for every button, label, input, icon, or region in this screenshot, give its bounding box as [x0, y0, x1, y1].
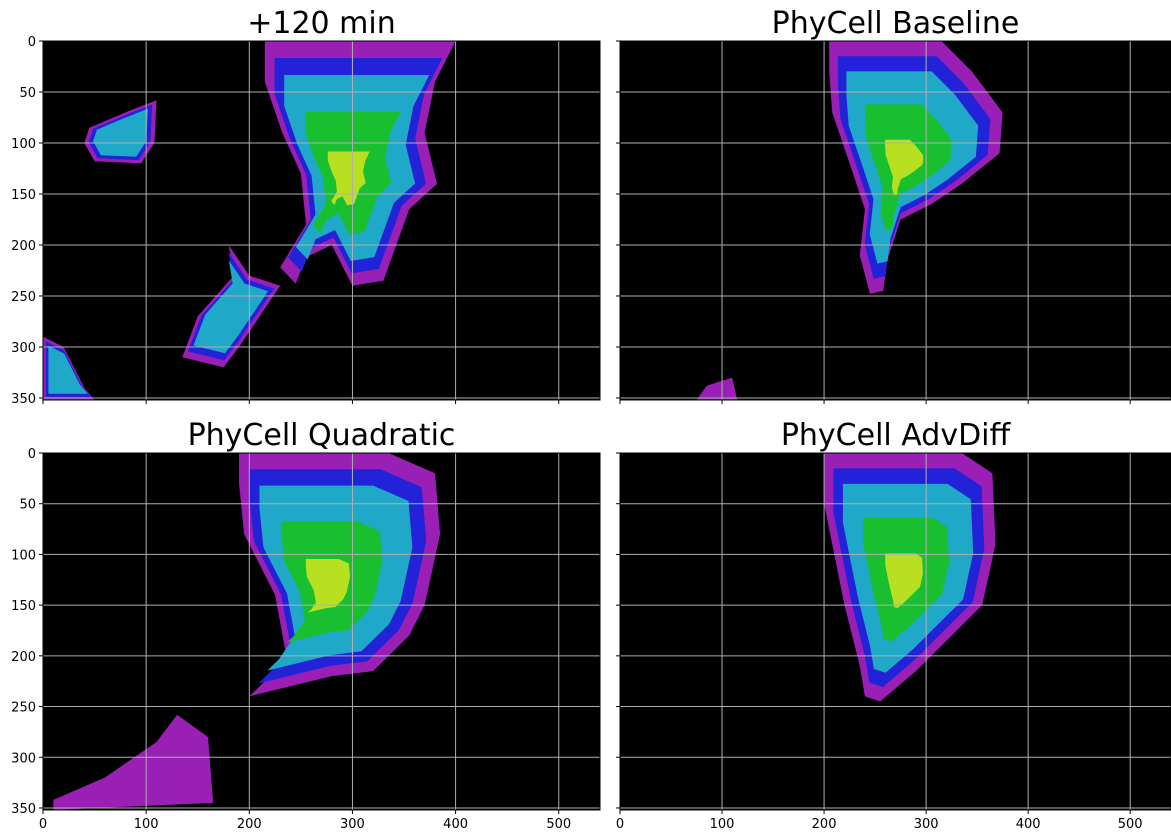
x-tick-label: 300 — [914, 817, 939, 832]
y-tick-label: 100 — [11, 548, 36, 563]
y-tick-label: 0 — [28, 35, 36, 50]
y-tick-label: 250 — [11, 290, 36, 305]
image — [43, 41, 456, 400]
x-tick-label: 300 — [340, 817, 365, 832]
x-tick-label: 400 — [443, 817, 468, 832]
intensity-region — [193, 260, 268, 354]
axes-frame — [619, 452, 1171, 811]
y-tick-label: 100 — [11, 137, 36, 152]
image — [53, 453, 441, 810]
x-tick-label: 100 — [710, 817, 735, 832]
intensity-region — [48, 345, 88, 394]
panel: 0 100 200 300 400 500 PhyCell AdvDiff — [616, 418, 1171, 832]
y-tick-label: 0 — [28, 447, 36, 462]
intensity-region — [327, 151, 370, 206]
y-tick-label: 200 — [11, 650, 36, 665]
y-tick-label: 200 — [11, 239, 36, 254]
y-tick-label: 300 — [11, 341, 36, 356]
x-tick-label: 500 — [546, 817, 571, 832]
x-tick-label: 0 — [616, 817, 624, 832]
image — [696, 41, 1003, 400]
panel: PhyCell Baseline — [616, 6, 1171, 404]
x-tick-label: 200 — [237, 817, 262, 832]
intensity-region — [53, 714, 214, 810]
x-tick-label: 0 — [39, 817, 47, 832]
panel-title: +120 min — [247, 6, 396, 41]
y-tick-label: 250 — [11, 701, 36, 716]
x-tick-label: 100 — [134, 817, 159, 832]
x-tick-label: 400 — [1016, 817, 1041, 832]
panel: 0 50 100 150 200 250 300 350 +120 min — [11, 6, 601, 407]
axes-frame — [42, 452, 601, 811]
x-tick-label: 500 — [1118, 817, 1143, 832]
panel-title: PhyCell Baseline — [772, 6, 1020, 41]
panel-title: PhyCell AdvDiff — [781, 418, 1012, 453]
intensity-region — [93, 108, 148, 157]
y-tick-label: 50 — [19, 86, 36, 101]
intensity-region — [696, 377, 738, 400]
axes-frame — [619, 40, 1171, 401]
image — [824, 453, 996, 702]
axes-frame — [42, 40, 601, 401]
y-tick-label: 50 — [19, 498, 36, 513]
y-tick-label: 350 — [11, 392, 36, 407]
intensity-region — [885, 139, 924, 196]
panel: 0 100 200 300 400 500 0 50 100 150 200 250 300 350 Phy… — [11, 418, 601, 832]
intensity-region — [305, 559, 350, 613]
y-tick-label: 150 — [11, 599, 36, 614]
x-tick-label: 200 — [812, 817, 837, 832]
y-tick-label: 150 — [11, 188, 36, 203]
y-tick-label: 350 — [11, 802, 36, 817]
y-tick-label: 300 — [11, 751, 36, 766]
intensity-region — [885, 553, 923, 609]
panel-title: PhyCell Quadratic — [188, 418, 456, 453]
